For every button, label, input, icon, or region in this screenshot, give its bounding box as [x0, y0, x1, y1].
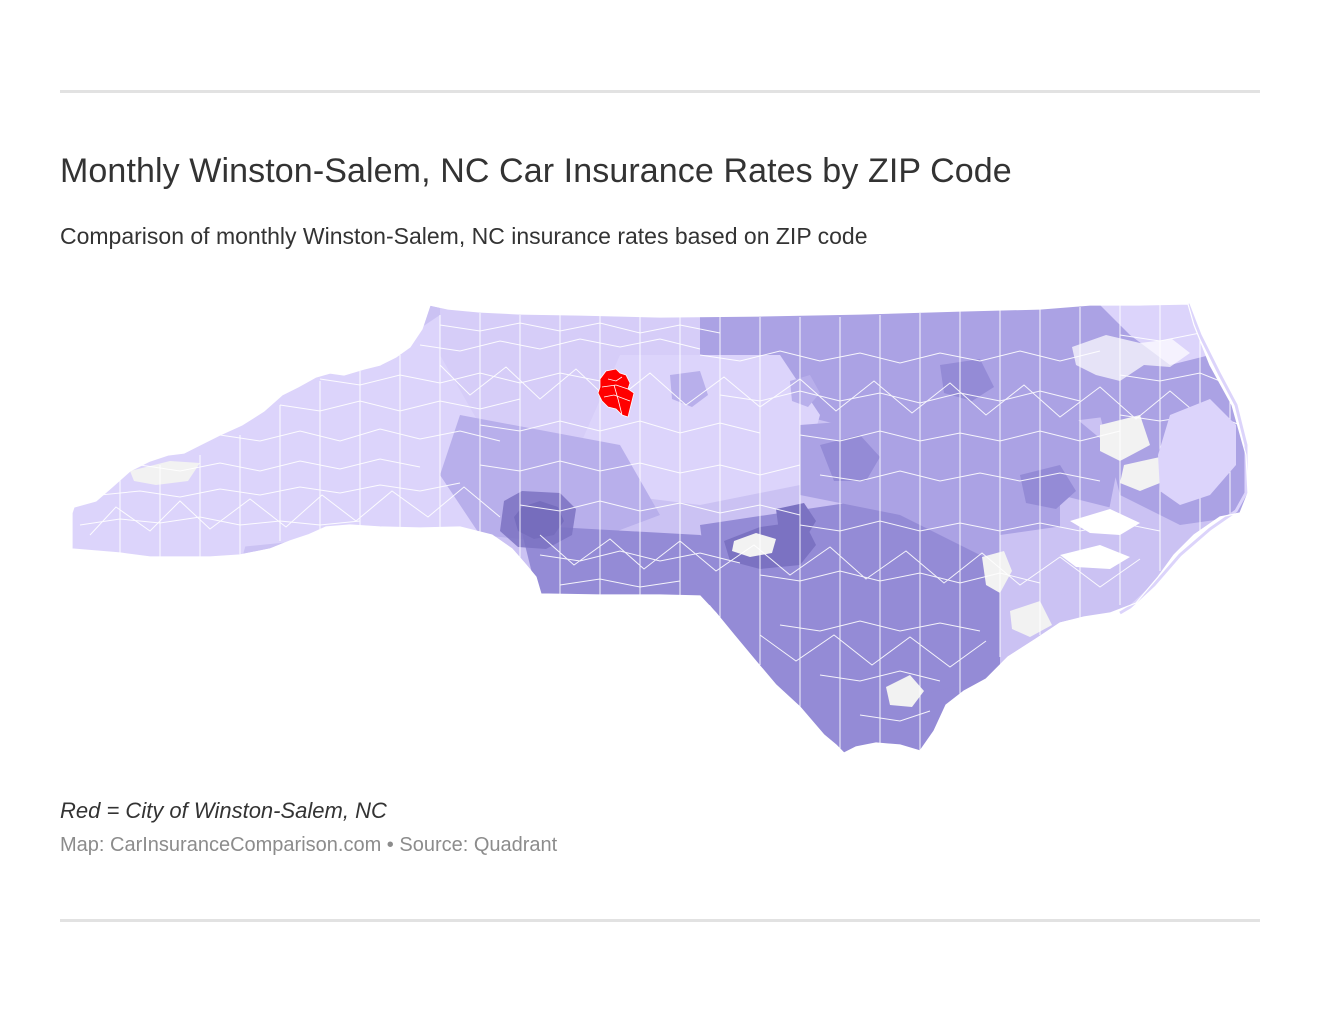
zip-patch-rocky-mount: [940, 359, 994, 401]
no-data-smokies: [130, 461, 200, 485]
outer-banks: [1119, 303, 1248, 615]
pamlico-sound: [1158, 399, 1236, 505]
zip-patch-charlotte-ring: [500, 491, 576, 549]
bottom-divider: [60, 919, 1260, 922]
zip-boundaries: [79, 305, 1241, 751]
no-data-coastal: [1010, 601, 1052, 637]
no-data-albemarle-1: [1100, 415, 1150, 461]
page-title: Monthly Winston-Salem, NC Car Insurance …: [60, 152, 1012, 190]
top-divider: [60, 90, 1260, 93]
zip-choropleth-map: [60, 295, 1260, 765]
albemarle-sound: [1072, 335, 1190, 381]
legend-note: Red = City of Winston-Salem, NC: [60, 798, 387, 823]
page-subtitle: Comparison of monthly Winston-Salem, NC …: [60, 223, 868, 249]
winston-salem-highlight: [597, 368, 635, 418]
zip-patch-raleigh-east: [820, 435, 880, 481]
zip-patch-fayetteville-north: [776, 503, 816, 541]
zip-patch-burlington: [790, 375, 820, 407]
zip-patch-greenville: [1020, 465, 1076, 509]
no-data-albemarle-2: [1120, 457, 1170, 491]
source-credit: Map: CarInsuranceComparison.com • Source…: [60, 834, 558, 856]
no-data-croatan: [982, 551, 1012, 593]
no-data-southport: [886, 675, 924, 707]
pamlico-river: [1070, 509, 1140, 535]
neuse-river: [1060, 545, 1130, 569]
